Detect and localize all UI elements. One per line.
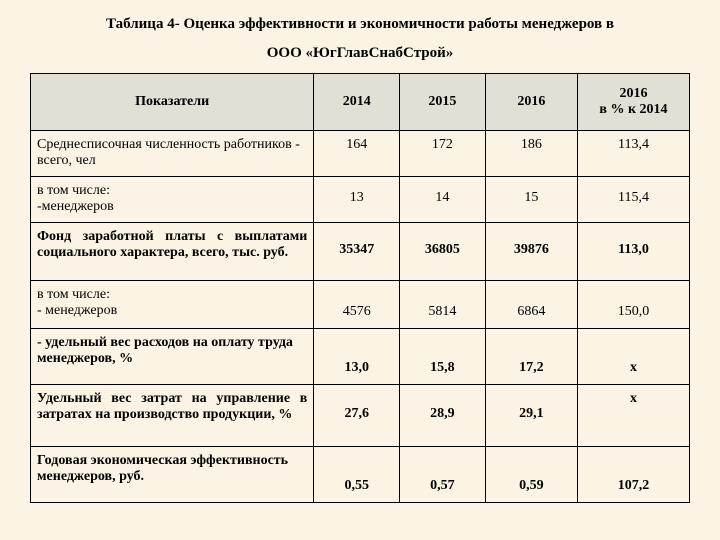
value-2016: 6864 (485, 281, 577, 329)
value-2015: 172 (400, 131, 486, 177)
value-pct: 113,0 (577, 223, 689, 281)
indicator-cell: Фонд заработной платы с выплатами социал… (31, 223, 314, 281)
value-2016: 0,59 (485, 447, 577, 503)
value-2014: 27,6 (314, 385, 400, 447)
value-2016: 17,2 (485, 329, 577, 385)
table-row: - удельный вес расходов на оплату труда … (31, 329, 690, 385)
value-pct: 150,0 (577, 281, 689, 329)
value-pct: 113,4 (577, 131, 689, 177)
col-header-2016: 2016 (485, 74, 577, 131)
value-2014: 13 (314, 177, 400, 223)
table-row: Среднесписочная численность работников -… (31, 131, 690, 177)
table-caption: Таблица 4- Оценка эффективности и эконом… (30, 10, 690, 67)
table-row: в том числе: - менеджеров 4576 5814 6864… (31, 281, 690, 329)
value-pct: 107,2 (577, 447, 689, 503)
value-2014: 4576 (314, 281, 400, 329)
value-pct: х (577, 329, 689, 385)
table-row: в том числе: -менеджеров 13 14 15 115,4 (31, 177, 690, 223)
indicator-line: - менеджеров (37, 303, 117, 318)
value-pct: х (577, 385, 689, 447)
value-2015: 0,57 (400, 447, 486, 503)
value-2015: 36805 (400, 223, 486, 281)
value-2016: 29,1 (485, 385, 577, 447)
indicator-line: в том числе: (37, 287, 110, 302)
col-header-2016pct-l1: 2016 (619, 86, 647, 101)
col-header-2015: 2015 (400, 74, 486, 131)
col-header-indicators: Показатели (31, 74, 314, 131)
indicator-cell: в том числе: - менеджеров (31, 281, 314, 329)
caption-line1: Таблица 4- Оценка эффективности и эконом… (106, 16, 614, 32)
indicator-cell: Удельный вес затрат на управление в затр… (31, 385, 314, 447)
value-2014: 164 (314, 131, 400, 177)
table-row: Удельный вес затрат на управление в затр… (31, 385, 690, 447)
indicator-cell: Среднесписочная численность работников -… (31, 131, 314, 177)
col-header-2016pct: 2016 в % к 2014 (577, 74, 689, 131)
indicator-cell: Годовая экономическая эффективность мене… (31, 447, 314, 503)
value-2014: 0,55 (314, 447, 400, 503)
indicator-line: в том числе: (37, 183, 110, 198)
data-table: Показатели 2014 2015 2016 2016 в % к 201… (30, 73, 690, 503)
value-2016: 39876 (485, 223, 577, 281)
value-pct: 115,4 (577, 177, 689, 223)
col-header-2014: 2014 (314, 74, 400, 131)
value-2015: 14 (400, 177, 486, 223)
table-row: Годовая экономическая эффективность мене… (31, 447, 690, 503)
value-2014: 13,0 (314, 329, 400, 385)
value-2016: 15 (485, 177, 577, 223)
col-header-2016pct-l2: в % к 2014 (599, 102, 667, 117)
indicator-cell: - удельный вес расходов на оплату труда … (31, 329, 314, 385)
indicator-cell: в том числе: -менеджеров (31, 177, 314, 223)
value-2015: 5814 (400, 281, 486, 329)
value-2015: 28,9 (400, 385, 486, 447)
table-row: Фонд заработной платы с выплатами социал… (31, 223, 690, 281)
indicator-line: -менеджеров (37, 199, 114, 214)
caption-line2: ООО «ЮгГлавСнабСтрой» (267, 45, 453, 61)
value-2016: 186 (485, 131, 577, 177)
header-row: Показатели 2014 2015 2016 2016 в % к 201… (31, 74, 690, 131)
value-2014: 35347 (314, 223, 400, 281)
value-2015: 15,8 (400, 329, 486, 385)
